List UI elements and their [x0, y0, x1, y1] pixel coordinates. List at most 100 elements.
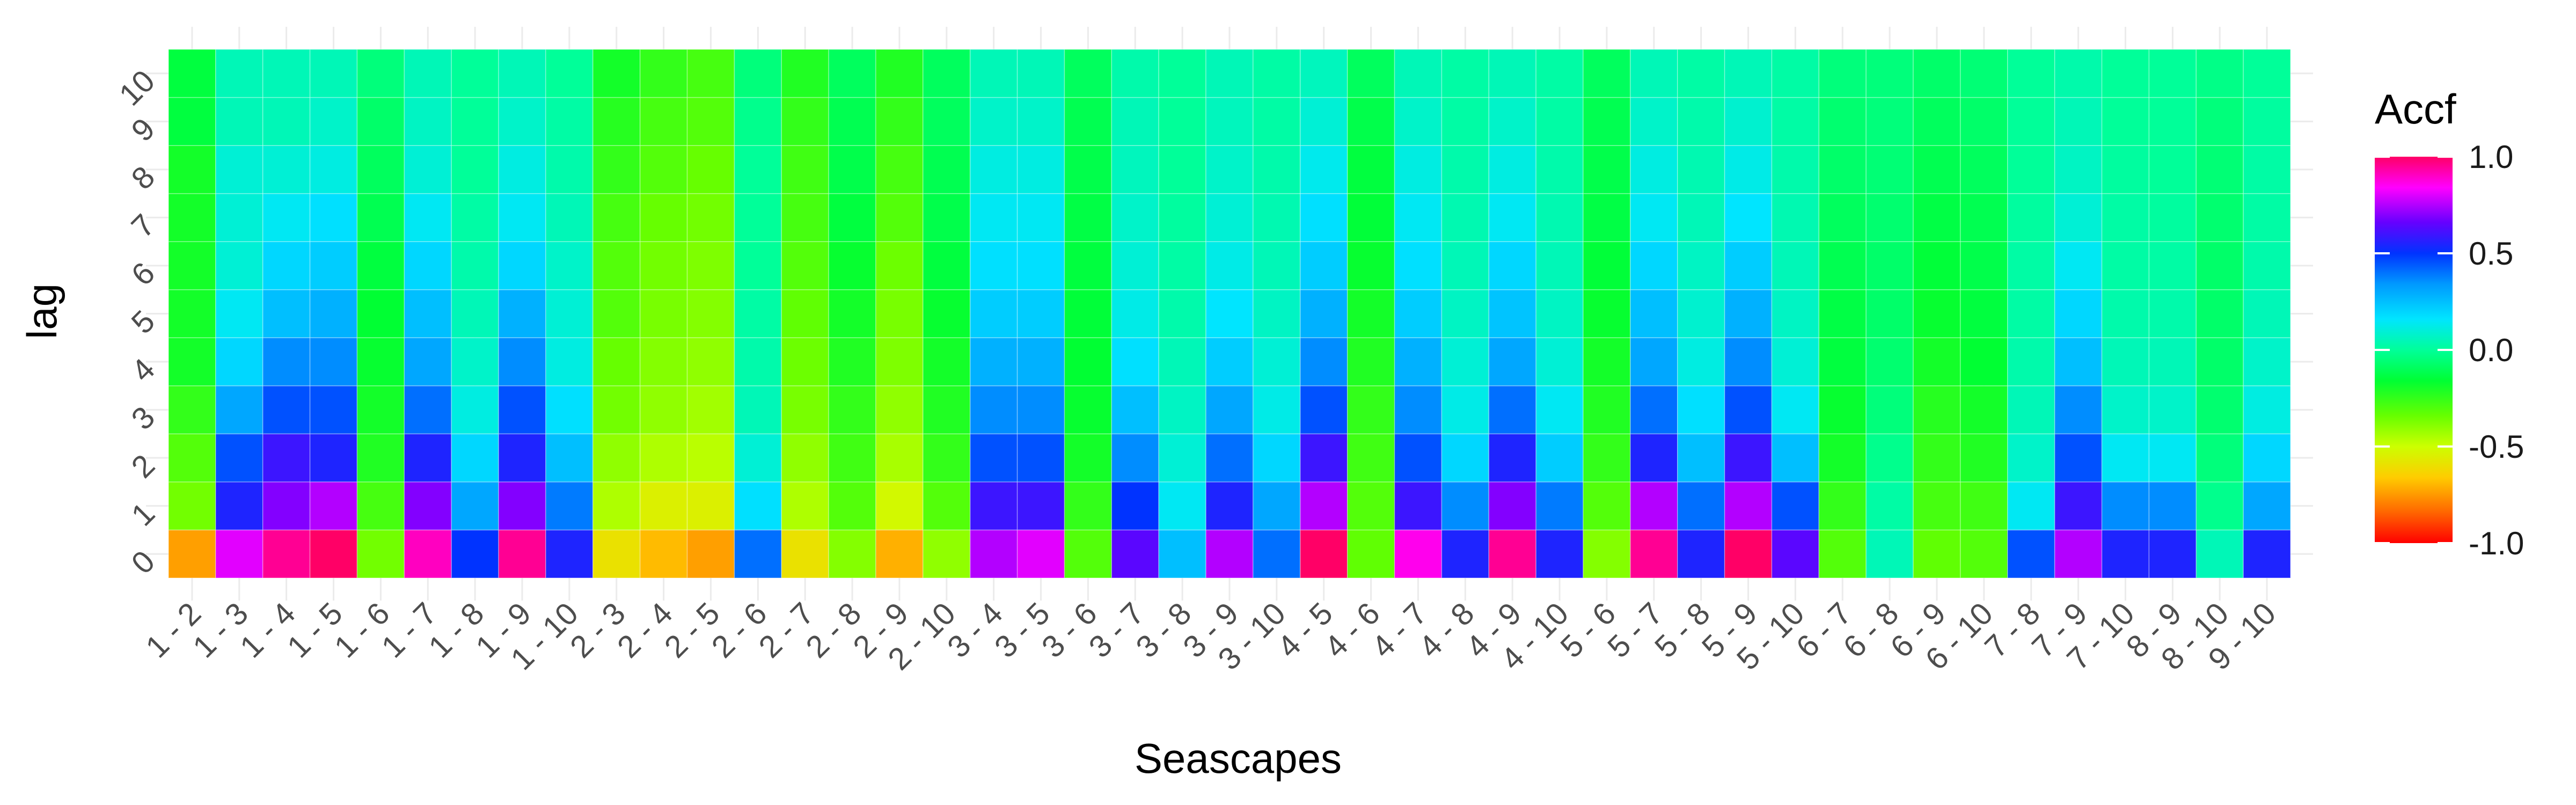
heatmap-cell	[2196, 193, 2244, 242]
heatmap-cell	[1771, 289, 1820, 339]
heatmap-cell	[923, 145, 971, 194]
heatmap-cell	[592, 241, 641, 290]
heatmap-cell	[1724, 481, 1773, 531]
heatmap-cell	[1158, 145, 1206, 194]
heatmap-cell	[262, 481, 311, 531]
heatmap-cell	[1346, 433, 1395, 482]
heatmap-cell	[781, 433, 829, 482]
heatmap-cell	[498, 193, 546, 242]
heatmap-cell	[1111, 241, 1159, 290]
heatmap-cell	[309, 241, 358, 290]
heatmap-cell	[1394, 481, 1443, 531]
heatmap-cell	[1535, 385, 1584, 435]
heatmap-cell	[639, 145, 688, 194]
heatmap-cell	[2148, 193, 2197, 242]
heatmap-cell	[1865, 241, 1914, 290]
heatmap-cell	[1724, 145, 1773, 194]
heatmap-cell	[1016, 49, 1065, 98]
heatmap-cell	[262, 337, 311, 386]
heatmap-cell	[734, 49, 782, 98]
heatmap-cell	[1158, 241, 1206, 290]
heatmap-cell	[498, 97, 546, 146]
heatmap-cell	[404, 337, 452, 386]
heatmap-cell	[875, 385, 924, 435]
heatmap-cell	[734, 529, 782, 579]
heatmap-cell	[1913, 289, 1961, 339]
heatmap-cell	[686, 145, 735, 194]
heatmap-cell	[1394, 433, 1443, 482]
heatmap-cell	[1677, 289, 1725, 339]
heatmap-cell	[1724, 49, 1773, 98]
heatmap-cell	[592, 97, 641, 146]
heatmap-cell	[1771, 241, 1820, 290]
heatmap-cell	[1300, 529, 1348, 579]
heatmap-cell	[1016, 337, 1065, 386]
heatmap-cell	[2196, 385, 2244, 435]
heatmap-cell	[404, 193, 452, 242]
heatmap-cell	[1016, 385, 1065, 435]
heatmap-cell	[1865, 49, 1914, 98]
heatmap-cell	[498, 289, 546, 339]
heatmap-cell	[1158, 481, 1206, 531]
heatmap-cell	[215, 289, 264, 339]
heatmap-cell	[1771, 529, 1820, 579]
heatmap-cell	[875, 529, 924, 579]
heatmap-cell	[734, 193, 782, 242]
heatmap-cell	[1253, 241, 1301, 290]
heatmap-cell	[168, 97, 216, 146]
heatmap-cell	[1913, 433, 1961, 482]
heatmap-cell	[1960, 385, 2008, 435]
heatmap-cell	[1818, 49, 1867, 98]
y-tick-label: 10	[113, 63, 162, 113]
heatmap-cell	[545, 289, 594, 339]
heatmap-cell	[498, 481, 546, 531]
heatmap-cell	[1818, 97, 1867, 146]
heatmap-cell	[404, 49, 452, 98]
heatmap-cell	[1913, 385, 1961, 435]
heatmap-cell	[1724, 385, 1773, 435]
heatmap-cell	[1346, 145, 1395, 194]
heatmap-cell	[1630, 337, 1678, 386]
heatmap-cell	[309, 337, 358, 386]
heatmap-cell	[1300, 433, 1348, 482]
heatmap-cell	[309, 49, 358, 98]
heatmap-cell	[1205, 481, 1254, 531]
heatmap-cell	[1300, 481, 1348, 531]
heatmap-cell	[498, 49, 546, 98]
heatmap-cell	[262, 49, 311, 98]
heatmap-cell	[1865, 385, 1914, 435]
heatmap-cell	[215, 241, 264, 290]
heatmap-cell	[545, 193, 594, 242]
heatmap-cell	[2243, 529, 2291, 579]
heatmap-cell	[1583, 193, 1631, 242]
heatmap-cell	[2243, 433, 2291, 482]
heatmap-cell	[1818, 145, 1867, 194]
heatmap-cell	[1300, 241, 1348, 290]
heatmap-cell	[828, 49, 876, 98]
heatmap-cell	[2196, 289, 2244, 339]
heatmap-cell	[451, 289, 499, 339]
heatmap-cell	[1818, 385, 1867, 435]
heatmap-cell	[1158, 385, 1206, 435]
heatmap-cell	[1913, 337, 1961, 386]
heatmap-cell	[1064, 49, 1113, 98]
heatmap-cell	[1913, 241, 1961, 290]
y-tick-label: 3	[125, 400, 162, 437]
heatmap-cell	[2054, 145, 2103, 194]
heatmap-cell	[781, 385, 829, 435]
heatmap-cell	[1771, 49, 1820, 98]
heatmap-cell	[1488, 289, 1536, 339]
heatmap-cell	[1016, 97, 1065, 146]
heatmap-cell	[1394, 529, 1443, 579]
heatmap-cell	[2007, 49, 2055, 98]
heatmap-cell	[923, 337, 971, 386]
heatmap-cell	[1205, 289, 1254, 339]
heatmap-cell	[1064, 97, 1113, 146]
heatmap-cell	[969, 481, 1018, 531]
heatmap-cell	[1111, 433, 1159, 482]
heatmap-cell	[686, 193, 735, 242]
heatmap-cell	[309, 145, 358, 194]
heatmap-cell	[2243, 97, 2291, 146]
heatmap-cell	[2101, 289, 2150, 339]
